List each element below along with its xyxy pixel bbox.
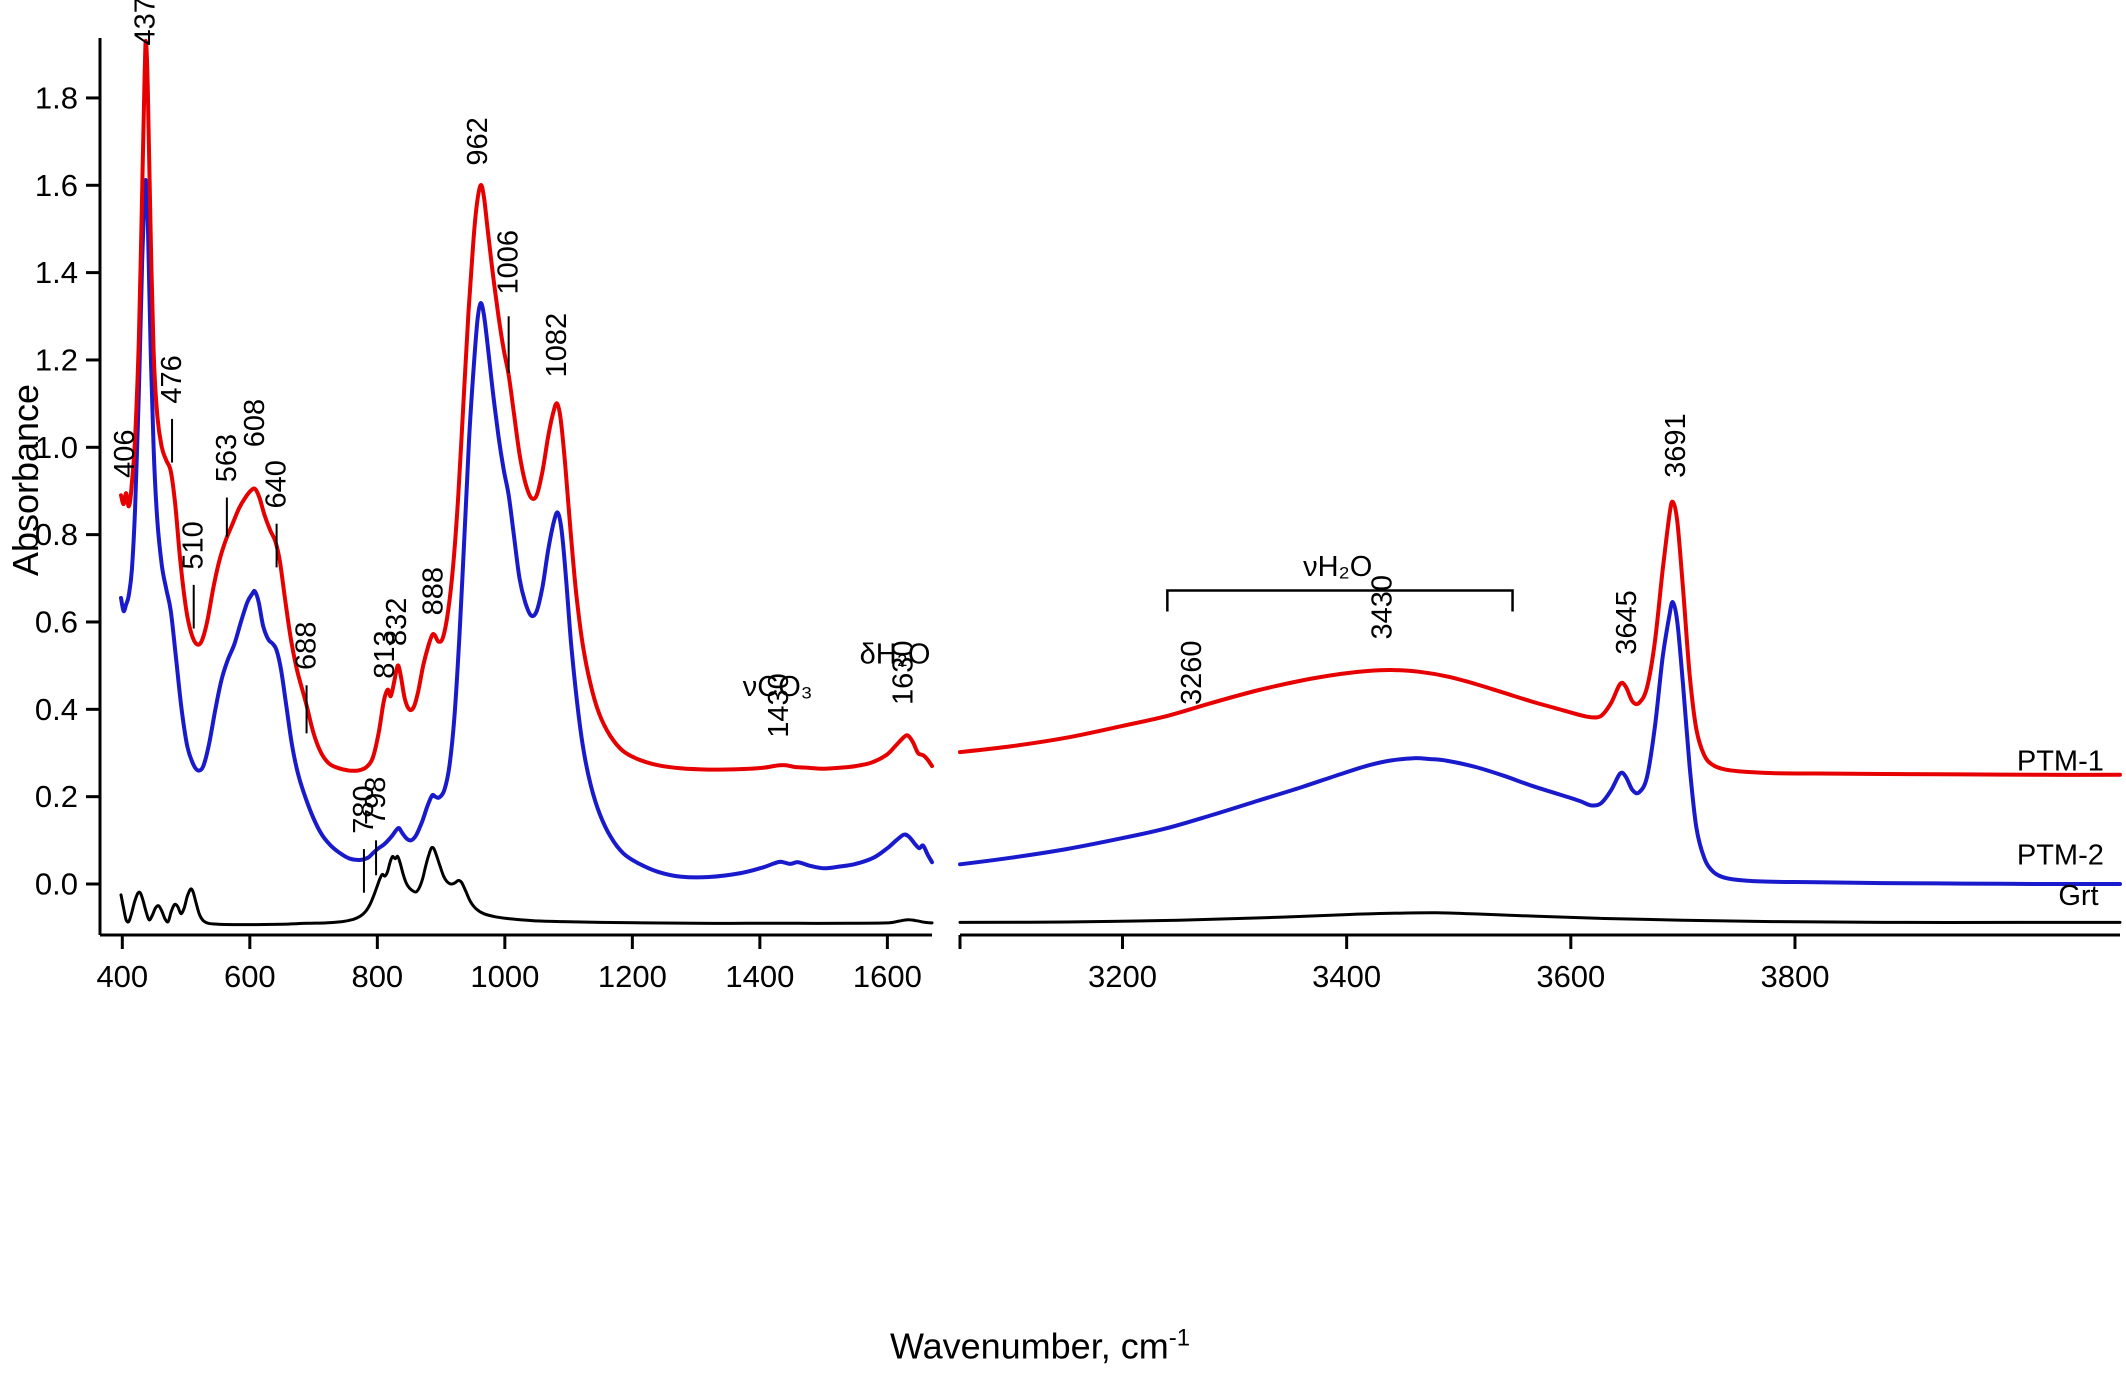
- x-tick-label: 3200: [1088, 959, 1157, 994]
- x-tick-label: 3800: [1760, 959, 1829, 994]
- peak-label-1082: 1082: [541, 313, 573, 378]
- y-tick-label: 0.4: [35, 692, 78, 727]
- peak-label-1630: 1630: [887, 640, 919, 705]
- peak-label-1430: 1430: [763, 673, 795, 738]
- x-tick-label: 1400: [725, 959, 794, 994]
- y-tick-label: 1.8: [35, 80, 78, 115]
- y-tick-label: 1.6: [35, 168, 78, 203]
- peak-label-1006: 1006: [493, 230, 525, 295]
- y-axis-title: Absorbance: [5, 383, 46, 577]
- peak-label-476: 476: [156, 355, 188, 403]
- peak-label-780: 780: [348, 785, 380, 833]
- y-tick-label: 0.6: [35, 604, 78, 639]
- peak-label-3645: 3645: [1611, 590, 1643, 655]
- peak-label-406: 406: [109, 429, 141, 477]
- peak-label-888: 888: [417, 567, 449, 615]
- x-tick-label: 3600: [1536, 959, 1605, 994]
- y-tick-label: 1.2: [35, 342, 78, 377]
- series-PTM-2-mid-ir: [119, 178, 934, 880]
- peak-label-798: 798: [360, 777, 392, 825]
- peak-label-563: 563: [211, 434, 243, 482]
- x-tick-label: 1600: [853, 959, 922, 994]
- annotation-PTM-1: PTM-1: [2017, 745, 2104, 777]
- series-PTM-1-mid-ir: [119, 39, 934, 773]
- x-tick-label: 1000: [470, 959, 539, 994]
- x-tick-label: 400: [96, 959, 148, 994]
- annotation-Grt: Grt: [2058, 880, 2098, 912]
- y-tick-label: 0.2: [35, 779, 78, 814]
- y-tick-label: 0.8: [35, 517, 78, 552]
- h2o-range-bracket: [1166, 589, 1514, 612]
- y-tick-label: 1.4: [35, 255, 78, 290]
- peak-label-962: 962: [462, 117, 494, 165]
- x-tick-label: 3400: [1312, 959, 1381, 994]
- x-tick-label: 1200: [598, 959, 667, 994]
- peak-label-608: 608: [239, 399, 271, 447]
- x-tick-label: 600: [224, 959, 276, 994]
- x-axis-title-superscript: -1: [1168, 1324, 1191, 1352]
- series-Grt-mid-ir: [119, 845, 934, 927]
- series-Grt-oh-region: [958, 911, 2122, 924]
- annotation-δH₂O: δH₂O: [860, 638, 931, 670]
- peak-label-688: 688: [291, 622, 323, 670]
- y-tick-label: 0.0: [35, 867, 78, 902]
- annotation-νH₂O: νH₂O: [1303, 551, 1372, 583]
- peak-label-640: 640: [261, 460, 293, 508]
- peak-label-3691: 3691: [1660, 413, 1692, 478]
- peak-label-437: 437: [129, 0, 161, 46]
- y-tick-label: 1.0: [35, 430, 78, 465]
- peak-label-510: 510: [178, 521, 210, 569]
- annotation-νCO₃: νCO₃: [743, 671, 813, 703]
- annotation-PTM-2: PTM-2: [2017, 839, 2104, 871]
- peak-label-3260: 3260: [1176, 640, 1208, 705]
- peak-label-832: 832: [381, 598, 413, 646]
- x-axis-title-text: Wavenumber, cm: [889, 1325, 1169, 1367]
- x-tick-label: 800: [351, 959, 403, 994]
- peak-label-813: 813: [369, 630, 401, 678]
- series-PTM-1-oh-region: [958, 499, 2122, 777]
- series-PTM-2-oh-region: [958, 600, 2122, 887]
- peak-label-3430: 3430: [1367, 575, 1399, 640]
- x-axis-title: Wavenumber, cm-1: [890, 1325, 1190, 1368]
